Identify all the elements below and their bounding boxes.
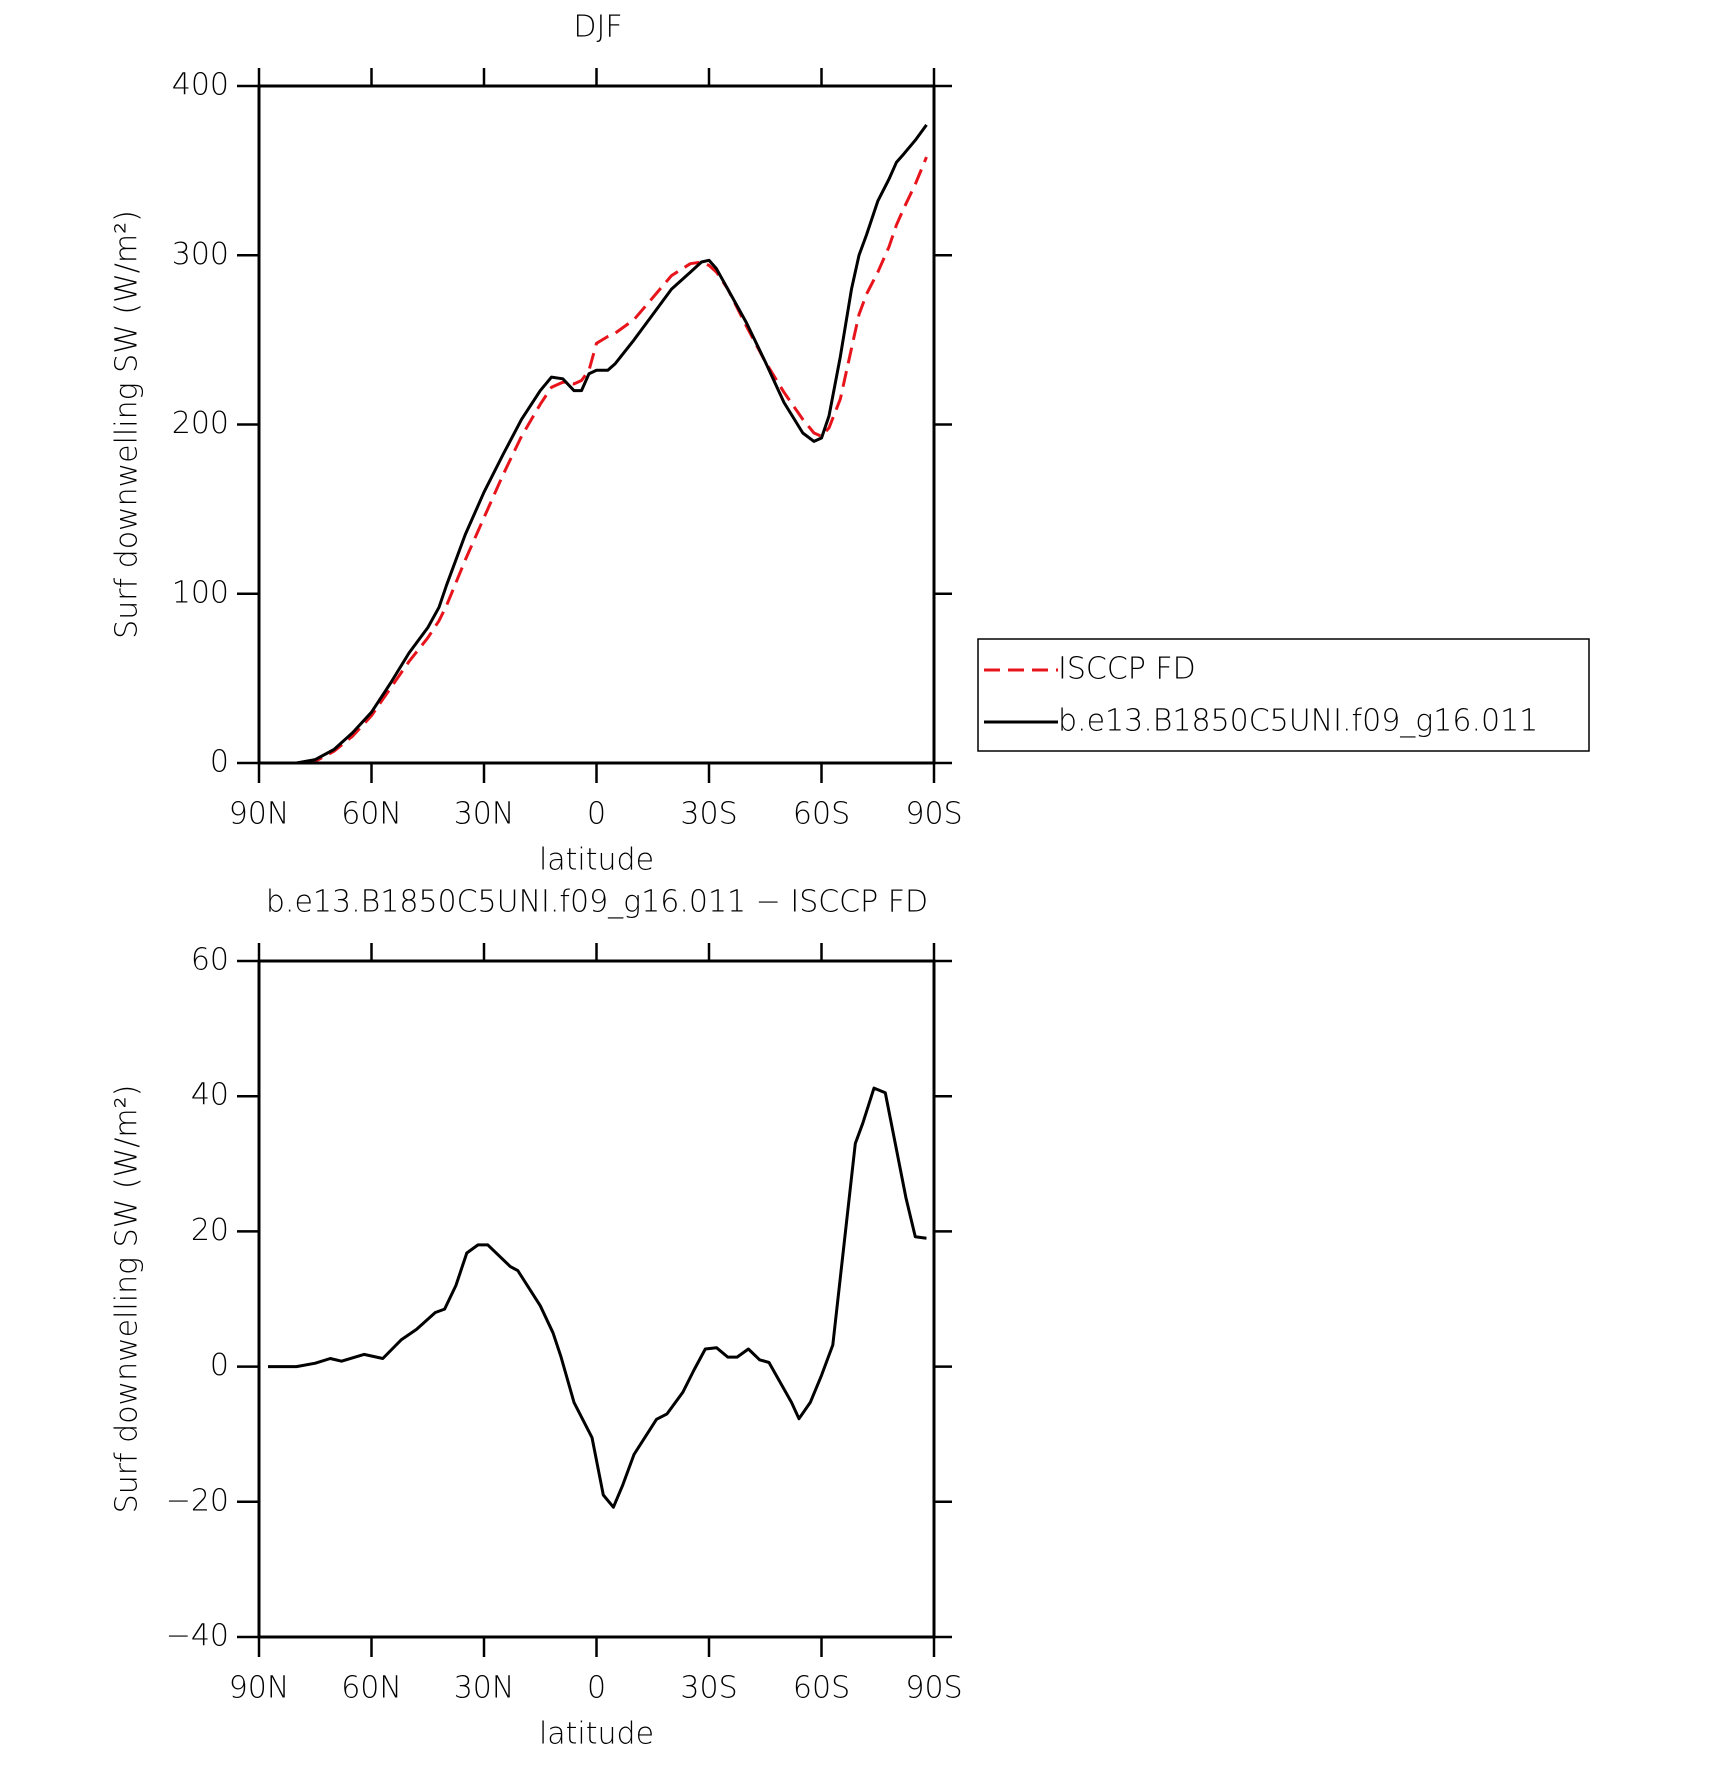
x-tick-label: 0 [587, 797, 606, 832]
series-line [259, 156, 928, 765]
plot-frame [257, 84, 936, 765]
x-tick-label: 90N [229, 1671, 290, 1706]
x-tick-label: 30N [454, 797, 515, 832]
y-tick-label: −20 [166, 1483, 229, 1518]
x-axis-label: latitude [539, 1717, 654, 1752]
x-tick-label: 60S [793, 797, 850, 832]
legend-label: ISCCP FD [1058, 652, 1196, 687]
x-tick-label: 60N [341, 1671, 402, 1706]
y-tick-label: 400 [172, 68, 229, 103]
y-tick-label: 300 [172, 237, 229, 272]
x-axis-label: latitude [539, 843, 654, 878]
x-tick-label: 30S [680, 1671, 737, 1706]
y-tick-label: 60 [191, 943, 229, 978]
y-tick-label: 0 [210, 1348, 229, 1383]
legend-label: b.e13.B1850C5UNI.f09_g16.011 [1058, 704, 1538, 739]
x-tick-label: 90S [905, 1671, 962, 1706]
plot-frame [257, 959, 936, 1639]
y-axis-label: Surf downwelling SW (W/m²) [110, 1085, 145, 1514]
legend-box [977, 638, 1590, 752]
x-tick-label: 90S [905, 797, 962, 832]
y-tick-label: 0 [210, 745, 229, 780]
y-tick-label: 20 [191, 1213, 229, 1248]
x-tick-label: 60N [341, 797, 402, 832]
series-line [259, 124, 928, 765]
x-tick-label: 30S [680, 797, 737, 832]
y-tick-label: −40 [166, 1619, 229, 1654]
chart-title: b.e13.B1850C5UNI.f09_g16.011 − ISCCP FD [266, 885, 928, 920]
x-tick-label: 90N [229, 797, 290, 832]
series-line [268, 1086, 927, 1509]
x-tick-label: 30N [454, 1671, 515, 1706]
y-tick-label: 200 [172, 406, 229, 441]
x-tick-label: 0 [587, 1671, 606, 1706]
x-tick-label: 60S [793, 1671, 850, 1706]
y-tick-label: 100 [172, 575, 229, 610]
y-axis-label: Surf downwelling SW (W/m²) [110, 210, 145, 639]
y-tick-label: 40 [191, 1078, 229, 1113]
chart-title: DJF [573, 10, 622, 45]
